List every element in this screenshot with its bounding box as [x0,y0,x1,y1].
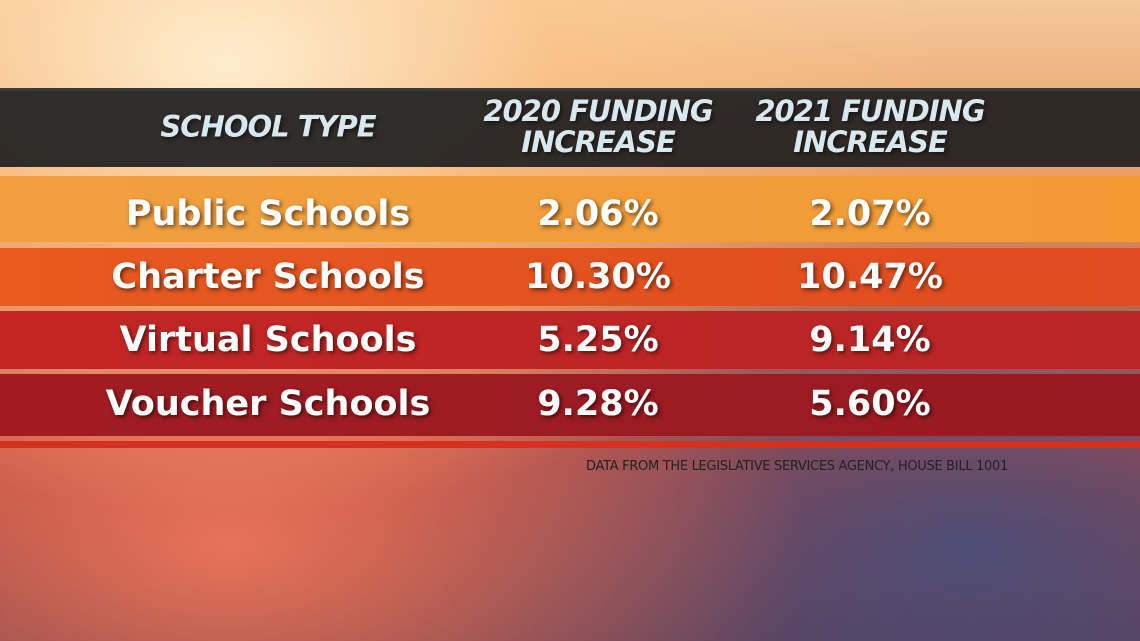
row-label: Charter Schools [111,257,425,297]
cell-value: 10.30% [525,257,671,297]
cell-value: 2.06% [537,194,659,234]
cell-value: 9.28% [537,384,659,424]
divider [0,441,1140,448]
header-band [0,88,1140,167]
column-header: 2021 FUNDING INCREASE [755,94,985,159]
row-band [0,311,1140,369]
source-note: DATA FROM THE LEGISLATIVE SERVICES AGENC… [586,459,1008,474]
cell-value: 10.47% [797,257,943,297]
row-label: Virtual Schools [119,320,417,360]
row-band [0,176,1140,242]
row-label: Voucher Schools [105,384,431,424]
row-label: Public Schools [125,194,411,234]
column-header: SCHOOL TYPE [160,109,376,144]
cell-value: 2.07% [809,194,931,234]
cell-value: 9.14% [809,320,931,360]
cell-value: 5.60% [809,384,931,424]
column-header: 2020 FUNDING INCREASE [483,94,713,159]
row-band [0,374,1140,436]
cell-value: 5.25% [537,320,659,360]
row-band [0,248,1140,306]
